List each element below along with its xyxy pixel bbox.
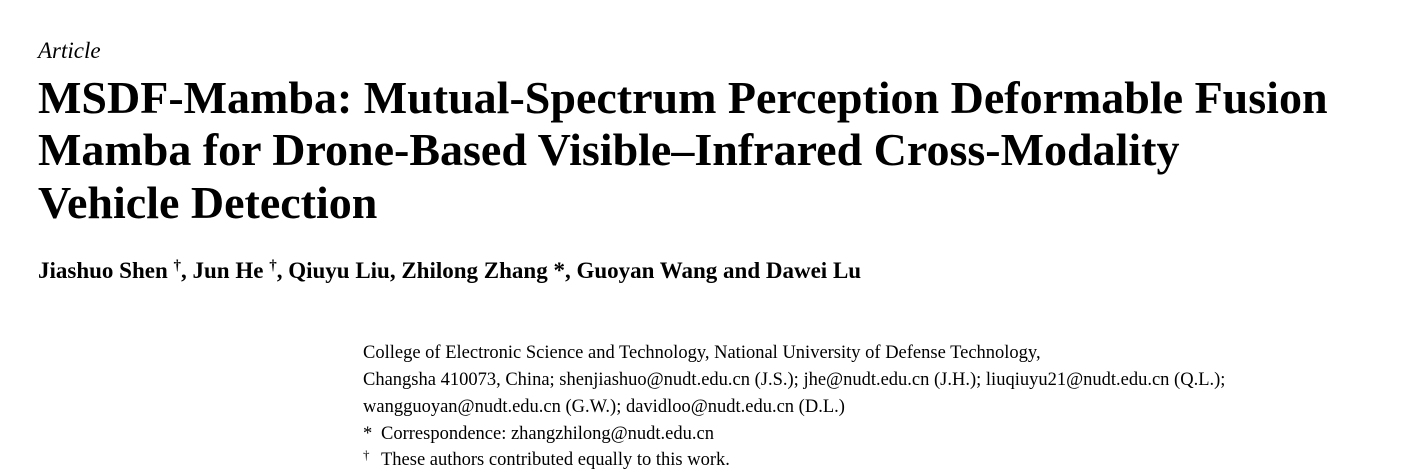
note-symbol: * xyxy=(363,424,373,444)
author-mark: † xyxy=(173,258,182,274)
note: * Correspondence: zhangzhilong@nudt.edu.c… xyxy=(363,424,714,445)
note-text: These authors contributed equally to thi… xyxy=(381,450,730,470)
authors: Jiashuo Shen †, Jun He †, Qiuyu Liu, Zhi… xyxy=(38,258,861,284)
affiliation-line: College of Electronic Science and Techno… xyxy=(363,343,1041,363)
affiliation-line: Changsha 410073, China; shenjiashuo@nudt… xyxy=(363,370,1226,390)
author-text: , Qiuyu Liu, Zhilong Zhang *, Guoyan Wan… xyxy=(276,258,862,283)
affiliation-line: wangguoyan@nudt.edu.cn (G.W.); davidloo@… xyxy=(363,397,845,417)
title-line: Mamba for Drone-Based Visible–Infrared C… xyxy=(38,124,1180,175)
author-text: , Jun He xyxy=(181,258,270,283)
title-line: Vehicle Detection xyxy=(38,177,378,228)
title-line: MSDF-Mamba: Mutual-Spectrum Perception D… xyxy=(38,72,1328,123)
article-type: Article xyxy=(38,38,101,63)
note: † These authors contributed equally to th… xyxy=(363,447,730,470)
note-text: Correspondence: zhangzhilong@nudt.edu.cn xyxy=(381,424,714,444)
author-mark: † xyxy=(269,258,277,274)
author-text: Jiashuo Shen xyxy=(38,258,174,283)
